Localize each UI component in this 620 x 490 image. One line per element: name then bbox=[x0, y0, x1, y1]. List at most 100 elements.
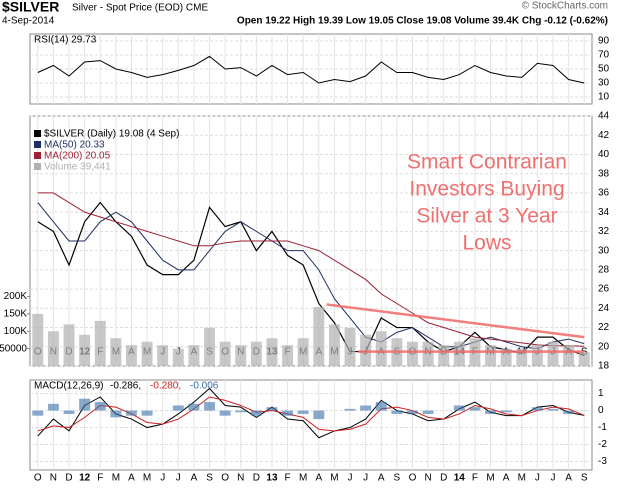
y-tick-label: 28 bbox=[598, 264, 610, 275]
volume-bar bbox=[485, 345, 496, 366]
volume-bar bbox=[110, 338, 121, 366]
legend-entry: MA(200) 20.05 bbox=[44, 151, 111, 162]
volume-tick-label: 200K bbox=[4, 291, 28, 302]
histogram-bar bbox=[391, 411, 402, 414]
volume-bar bbox=[157, 345, 168, 366]
legend-entry: MA(50) 20.33 bbox=[44, 140, 105, 151]
histogram-bar bbox=[501, 411, 512, 413]
volume-bar bbox=[282, 345, 293, 366]
histogram-bar bbox=[485, 411, 496, 414]
instrument-name: Silver - Spot Price (EOD) CME bbox=[72, 3, 208, 14]
volume-bar bbox=[423, 342, 434, 366]
histogram-bar bbox=[469, 407, 480, 410]
x-tick-label: N bbox=[424, 473, 431, 484]
x-tick-label: F bbox=[472, 473, 478, 484]
y-tick-label: 44 bbox=[598, 111, 610, 122]
x-tick-label: J bbox=[348, 473, 353, 484]
histogram-bar bbox=[267, 407, 278, 410]
histogram-bar bbox=[563, 411, 574, 414]
volume-bar bbox=[579, 352, 590, 366]
x-tick-label: D bbox=[65, 473, 72, 484]
y-tick-label: 42 bbox=[598, 130, 610, 141]
legend-swatch bbox=[34, 130, 41, 137]
annotation: Investors Buying bbox=[409, 178, 564, 201]
x-tick-label: J bbox=[160, 473, 165, 484]
histogram-bar bbox=[79, 399, 90, 411]
x-tick-label: M bbox=[112, 473, 120, 484]
annotation: Silver at 3 Year bbox=[416, 205, 557, 228]
legend-entry: -0.286, bbox=[110, 381, 141, 392]
volume-bar bbox=[79, 335, 90, 366]
x-tick-label: 13 bbox=[266, 473, 278, 484]
x-tick-label: J bbox=[550, 473, 555, 484]
histogram-bar bbox=[173, 405, 184, 410]
y-tick-label: 50 bbox=[598, 64, 610, 75]
x-tick-label: 14 bbox=[454, 473, 466, 484]
x-tick-label: A bbox=[191, 473, 198, 484]
histogram-bar bbox=[142, 411, 153, 416]
y-tick-label: 30 bbox=[598, 78, 610, 89]
volume-tick-label: 100K bbox=[4, 326, 28, 337]
volume-bar bbox=[251, 342, 262, 366]
date: 4-Sep-2014 bbox=[2, 16, 55, 27]
volume-bar bbox=[298, 338, 309, 366]
volume-bar bbox=[407, 342, 418, 366]
y-tick-label: 90 bbox=[598, 36, 610, 47]
x-tick-label: D bbox=[253, 473, 260, 484]
y-tick-label: 38 bbox=[598, 168, 610, 179]
volume-bar bbox=[454, 342, 465, 366]
x-tick-label: N bbox=[237, 473, 244, 484]
volume-bar bbox=[313, 307, 324, 366]
histogram-bar bbox=[407, 411, 418, 414]
x-tick-label: 12 bbox=[79, 473, 91, 484]
y-tick-label: 40 bbox=[598, 149, 610, 160]
x-tick-label: O bbox=[34, 473, 42, 484]
volume-bar bbox=[95, 321, 106, 366]
histogram-bar bbox=[298, 411, 309, 414]
y-tick-label: 24 bbox=[598, 303, 610, 314]
histogram-bar bbox=[548, 409, 559, 411]
histogram-bar bbox=[532, 407, 543, 410]
y-tick-label: 36 bbox=[598, 188, 610, 199]
legend-entry: $SILVER (Daily) 19.08 (4 Sep) bbox=[44, 129, 179, 140]
histogram-bar bbox=[345, 409, 356, 411]
y-tick-label: 26 bbox=[598, 284, 610, 295]
histogram-bar bbox=[95, 402, 106, 410]
y-tick-label: 20 bbox=[598, 341, 610, 352]
x-tick-label: S bbox=[394, 473, 401, 484]
x-tick-label: M bbox=[330, 473, 338, 484]
histogram-bar bbox=[313, 411, 324, 419]
legend-swatch bbox=[34, 163, 41, 170]
volume-bar bbox=[267, 338, 278, 366]
x-tick-label: O bbox=[409, 473, 417, 484]
histogram-bar bbox=[32, 411, 43, 416]
histogram-bar bbox=[188, 404, 199, 411]
x-tick-label: O bbox=[221, 473, 229, 484]
y-tick-label: 70 bbox=[598, 50, 610, 61]
y-tick-label: -3 bbox=[598, 456, 607, 467]
y-tick-label: -2 bbox=[598, 439, 607, 450]
volume-bar bbox=[548, 342, 559, 366]
x-tick-label: D bbox=[440, 473, 447, 484]
volume-bar bbox=[376, 331, 387, 366]
volume-bar bbox=[329, 324, 340, 366]
quote: Open 19.22 High 19.39 Low 19.05 Close 19… bbox=[237, 16, 608, 27]
x-tick-label: M bbox=[486, 473, 494, 484]
volume-bar bbox=[32, 314, 43, 366]
histogram-bar bbox=[454, 405, 465, 410]
panel-title: MACD(12,26,9) bbox=[34, 381, 103, 392]
x-tick-label: A bbox=[565, 473, 572, 484]
y-tick-label: 22 bbox=[598, 322, 610, 333]
histogram-bar bbox=[220, 411, 231, 416]
histogram-bar bbox=[64, 411, 75, 414]
volume-bar bbox=[204, 328, 215, 366]
x-tick-label: A bbox=[315, 473, 322, 484]
x-tick-label: A bbox=[503, 473, 510, 484]
x-tick-label: M bbox=[299, 473, 307, 484]
x-tick-label: N bbox=[50, 473, 57, 484]
volume-bar bbox=[235, 345, 246, 366]
volume-bar bbox=[563, 345, 574, 366]
histogram-bar bbox=[360, 405, 371, 410]
y-tick-label: 1 bbox=[598, 388, 604, 399]
